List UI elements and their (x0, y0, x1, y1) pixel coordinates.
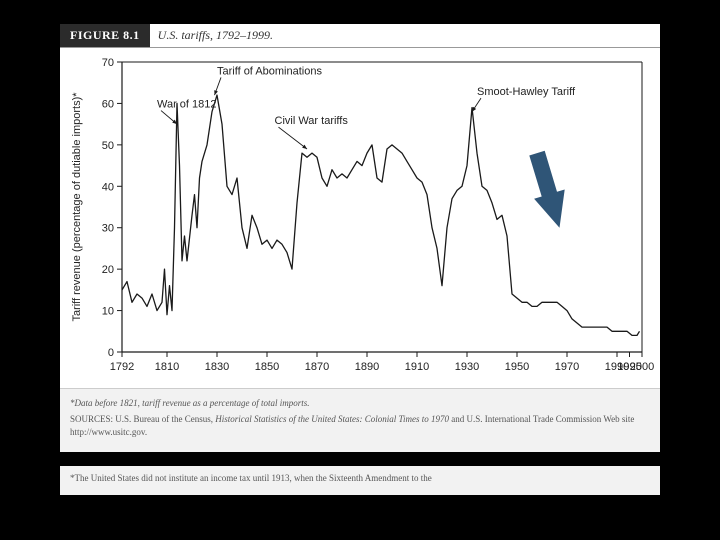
svg-text:Smoot-Hawley Tariff: Smoot-Hawley Tariff (477, 86, 576, 98)
svg-text:70: 70 (102, 57, 114, 69)
svg-text:1910: 1910 (405, 361, 429, 373)
svg-text:50: 50 (102, 140, 114, 152)
footnotes-block: *Data before 1821, tariff revenue as a p… (60, 388, 660, 452)
svg-text:20: 20 (102, 264, 114, 276)
svg-text:Tariff revenue (percentage of: Tariff revenue (percentage of dutiable i… (71, 92, 83, 322)
svg-text:0: 0 (108, 347, 114, 359)
svg-text:1792: 1792 (110, 361, 134, 373)
svg-text:10: 10 (102, 306, 114, 318)
svg-text:1890: 1890 (355, 361, 379, 373)
footnote-sources: SOURCES: U.S. Bureau of the Census, Hist… (70, 413, 650, 440)
svg-text:30: 30 (102, 223, 114, 235)
footnote-sources-prefix: SOURCES: U.S. Bureau of the Census, (70, 414, 215, 424)
svg-text:War of 1812: War of 1812 (157, 99, 217, 111)
footnote-data-note: *Data before 1821, tariff revenue as a p… (70, 397, 650, 411)
svg-text:1930: 1930 (455, 361, 479, 373)
svg-text:1810: 1810 (155, 361, 179, 373)
svg-text:Tariff of Abominations: Tariff of Abominations (217, 65, 322, 77)
figure-header: FIGURE 8.1 U.S. tariffs, 1792–1999. (60, 24, 660, 48)
figure-number-tab: FIGURE 8.1 (60, 24, 150, 47)
svg-text:1870: 1870 (305, 361, 329, 373)
svg-text:40: 40 (102, 181, 114, 193)
svg-text:60: 60 (102, 98, 114, 110)
figure-title: U.S. tariffs, 1792–1999. (150, 24, 281, 47)
footnotes-block-2: *The United States did not institute an … (60, 466, 660, 496)
svg-text:1970: 1970 (555, 361, 579, 373)
svg-text:1950: 1950 (505, 361, 529, 373)
figure-page: FIGURE 8.1 U.S. tariffs, 1792–1999. 0 10 2… (60, 24, 660, 495)
svg-text:1850: 1850 (255, 361, 279, 373)
page-gap (60, 452, 660, 466)
footnote-income-tax: *The United States did not institute an … (70, 472, 650, 486)
footnote-sources-title: Historical Statistics of the United Stat… (215, 414, 449, 424)
svg-text:Civil War tariffs: Civil War tariffs (275, 115, 349, 127)
tariff-line-chart: 0 10 20 30 40 50 60 70 1792 1810 1830 1850 1870 1890 1… (60, 48, 660, 388)
svg-text:1830: 1830 (205, 361, 229, 373)
svg-text:2000: 2000 (630, 361, 654, 373)
